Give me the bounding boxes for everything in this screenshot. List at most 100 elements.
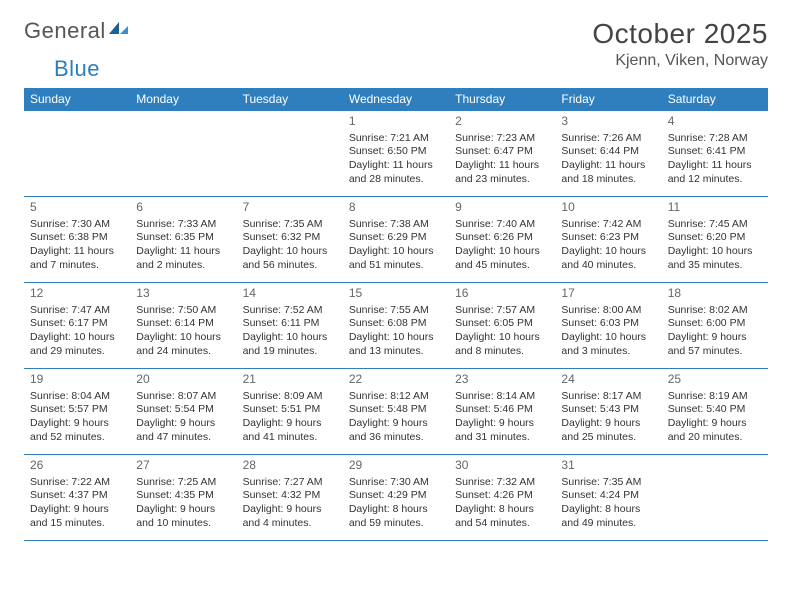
day-details: Sunrise: 7:26 AMSunset: 6:44 PMDaylight:…	[561, 132, 655, 187]
day-details: Sunrise: 8:00 AMSunset: 6:03 PMDaylight:…	[561, 304, 655, 359]
calendar-day-cell: 28 Sunrise: 7:27 AMSunset: 4:32 PMDayligh…	[237, 455, 343, 541]
calendar-day-cell: 17 Sunrise: 8:00 AMSunset: 6:03 PMDayligh…	[555, 283, 661, 369]
day-number: 28	[243, 458, 337, 474]
day-details: Sunrise: 7:30 AMSunset: 6:38 PMDaylight:…	[30, 218, 124, 273]
day-details: Sunrise: 7:38 AMSunset: 6:29 PMDaylight:…	[349, 218, 443, 273]
calendar-week-row: 19 Sunrise: 8:04 AMSunset: 5:57 PMDayligh…	[24, 369, 768, 455]
calendar-empty-cell	[237, 111, 343, 197]
calendar-table: SundayMondayTuesdayWednesdayThursdayFrid…	[24, 88, 768, 541]
calendar-day-cell: 4 Sunrise: 7:28 AMSunset: 6:41 PMDaylight…	[662, 111, 768, 197]
day-number: 2	[455, 114, 549, 130]
logo: General	[24, 18, 130, 44]
logo-text-b: Blue	[54, 56, 100, 82]
day-header: Thursday	[449, 88, 555, 111]
day-details: Sunrise: 7:27 AMSunset: 4:32 PMDaylight:…	[243, 476, 337, 531]
day-details: Sunrise: 7:35 AMSunset: 6:32 PMDaylight:…	[243, 218, 337, 273]
calendar-day-cell: 15 Sunrise: 7:55 AMSunset: 6:08 PMDayligh…	[343, 283, 449, 369]
calendar-day-cell: 18 Sunrise: 8:02 AMSunset: 6:00 PMDayligh…	[662, 283, 768, 369]
day-header: Sunday	[24, 88, 130, 111]
day-header-row: SundayMondayTuesdayWednesdayThursdayFrid…	[24, 88, 768, 111]
day-number: 31	[561, 458, 655, 474]
day-details: Sunrise: 7:52 AMSunset: 6:11 PMDaylight:…	[243, 304, 337, 359]
day-number: 19	[30, 372, 124, 388]
day-details: Sunrise: 7:40 AMSunset: 6:26 PMDaylight:…	[455, 218, 549, 273]
calendar-day-cell: 30 Sunrise: 7:32 AMSunset: 4:26 PMDayligh…	[449, 455, 555, 541]
calendar-day-cell: 20 Sunrise: 8:07 AMSunset: 5:54 PMDayligh…	[130, 369, 236, 455]
day-details: Sunrise: 7:35 AMSunset: 4:24 PMDaylight:…	[561, 476, 655, 531]
day-number: 15	[349, 286, 443, 302]
calendar-week-row: 1Sunrise: 7:21 AMSunset: 6:50 PMDaylight…	[24, 111, 768, 197]
day-number: 13	[136, 286, 230, 302]
calendar-day-cell: 25Sunrise: 8:19 AMSunset: 5:40 PMDayligh…	[662, 369, 768, 455]
calendar-week-row: 26Sunrise: 7:22 AMSunset: 4:37 PMDayligh…	[24, 455, 768, 541]
calendar-day-cell: 26Sunrise: 7:22 AMSunset: 4:37 PMDayligh…	[24, 455, 130, 541]
day-header: Wednesday	[343, 88, 449, 111]
day-details: Sunrise: 7:22 AMSunset: 4:37 PMDaylight:…	[30, 476, 124, 531]
day-number: 5	[30, 200, 124, 216]
day-number: 18	[668, 286, 762, 302]
location-text: Kjenn, Viken, Norway	[592, 52, 768, 70]
day-number: 7	[243, 200, 337, 216]
day-details: Sunrise: 7:33 AMSunset: 6:35 PMDaylight:…	[136, 218, 230, 273]
day-details: Sunrise: 7:23 AMSunset: 6:47 PMDaylight:…	[455, 132, 549, 187]
day-number: 10	[561, 200, 655, 216]
calendar-day-cell: 22Sunrise: 8:12 AMSunset: 5:48 PMDayligh…	[343, 369, 449, 455]
day-number: 1	[349, 114, 443, 130]
day-number: 21	[243, 372, 337, 388]
day-number: 6	[136, 200, 230, 216]
calendar-day-cell: 6 Sunrise: 7:33 AMSunset: 6:35 PMDaylight…	[130, 197, 236, 283]
day-details: Sunrise: 8:09 AMSunset: 5:51 PMDaylight:…	[243, 390, 337, 445]
calendar-day-cell: 13 Sunrise: 7:50 AMSunset: 6:14 PMDayligh…	[130, 283, 236, 369]
day-details: Sunrise: 8:07 AMSunset: 5:54 PMDaylight:…	[136, 390, 230, 445]
calendar-day-cell: 8Sunrise: 7:38 AMSunset: 6:29 PMDaylight…	[343, 197, 449, 283]
day-number: 30	[455, 458, 549, 474]
day-details: Sunrise: 7:50 AMSunset: 6:14 PMDaylight:…	[136, 304, 230, 359]
calendar-day-cell: 24Sunrise: 8:17 AMSunset: 5:43 PMDayligh…	[555, 369, 661, 455]
day-number: 12	[30, 286, 124, 302]
day-header: Saturday	[662, 88, 768, 111]
day-details: Sunrise: 7:55 AMSunset: 6:08 PMDaylight:…	[349, 304, 443, 359]
day-details: Sunrise: 7:42 AMSunset: 6:23 PMDaylight:…	[561, 218, 655, 273]
calendar-empty-cell	[130, 111, 236, 197]
calendar-day-cell: 2 Sunrise: 7:23 AMSunset: 6:47 PMDaylight…	[449, 111, 555, 197]
calendar-week-row: 5 Sunrise: 7:30 AMSunset: 6:38 PMDaylight…	[24, 197, 768, 283]
calendar-day-cell: 7 Sunrise: 7:35 AMSunset: 6:32 PMDaylight…	[237, 197, 343, 283]
calendar-day-cell: 5 Sunrise: 7:30 AMSunset: 6:38 PMDaylight…	[24, 197, 130, 283]
calendar-day-cell: 11Sunrise: 7:45 AMSunset: 6:20 PMDayligh…	[662, 197, 768, 283]
calendar-day-cell: 3Sunrise: 7:26 AMSunset: 6:44 PMDaylight…	[555, 111, 661, 197]
calendar-tbody: 1Sunrise: 7:21 AMSunset: 6:50 PMDaylight…	[24, 111, 768, 541]
calendar-thead: SundayMondayTuesdayWednesdayThursdayFrid…	[24, 88, 768, 111]
calendar-week-row: 12 Sunrise: 7:47 AMSunset: 6:17 PMDayligh…	[24, 283, 768, 369]
day-details: Sunrise: 7:47 AMSunset: 6:17 PMDaylight:…	[30, 304, 124, 359]
day-number: 17	[561, 286, 655, 302]
day-header: Tuesday	[237, 88, 343, 111]
day-details: Sunrise: 8:02 AMSunset: 6:00 PMDaylight:…	[668, 304, 762, 359]
day-details: Sunrise: 8:12 AMSunset: 5:48 PMDaylight:…	[349, 390, 443, 445]
day-number: 9	[455, 200, 549, 216]
calendar-day-cell: 1Sunrise: 7:21 AMSunset: 6:50 PMDaylight…	[343, 111, 449, 197]
day-header: Friday	[555, 88, 661, 111]
calendar-empty-cell	[24, 111, 130, 197]
day-details: Sunrise: 7:32 AMSunset: 4:26 PMDaylight:…	[455, 476, 549, 531]
day-details: Sunrise: 8:14 AMSunset: 5:46 PMDaylight:…	[455, 390, 549, 445]
calendar-day-cell: 10 Sunrise: 7:42 AMSunset: 6:23 PMDayligh…	[555, 197, 661, 283]
day-number: 24	[561, 372, 655, 388]
calendar-page: General October 2025 Kjenn, Viken, Norwa…	[0, 0, 792, 541]
day-number: 27	[136, 458, 230, 474]
day-details: Sunrise: 7:28 AMSunset: 6:41 PMDaylight:…	[668, 132, 762, 187]
day-number: 4	[668, 114, 762, 130]
day-number: 16	[455, 286, 549, 302]
calendar-day-cell: 29Sunrise: 7:30 AMSunset: 4:29 PMDayligh…	[343, 455, 449, 541]
day-details: Sunrise: 7:25 AMSunset: 4:35 PMDaylight:…	[136, 476, 230, 531]
calendar-day-cell: 19 Sunrise: 8:04 AMSunset: 5:57 PMDayligh…	[24, 369, 130, 455]
day-number: 20	[136, 372, 230, 388]
day-details: Sunrise: 7:45 AMSunset: 6:20 PMDaylight:…	[668, 218, 762, 273]
calendar-day-cell: 27 Sunrise: 7:25 AMSunset: 4:35 PMDayligh…	[130, 455, 236, 541]
day-details: Sunrise: 7:57 AMSunset: 6:05 PMDaylight:…	[455, 304, 549, 359]
day-number: 25	[668, 372, 762, 388]
calendar-day-cell: 21 Sunrise: 8:09 AMSunset: 5:51 PMDayligh…	[237, 369, 343, 455]
logo-sail-icon	[108, 18, 130, 44]
day-details: Sunrise: 7:30 AMSunset: 4:29 PMDaylight:…	[349, 476, 443, 531]
calendar-day-cell: 9 Sunrise: 7:40 AMSunset: 6:26 PMDaylight…	[449, 197, 555, 283]
day-details: Sunrise: 8:04 AMSunset: 5:57 PMDaylight:…	[30, 390, 124, 445]
